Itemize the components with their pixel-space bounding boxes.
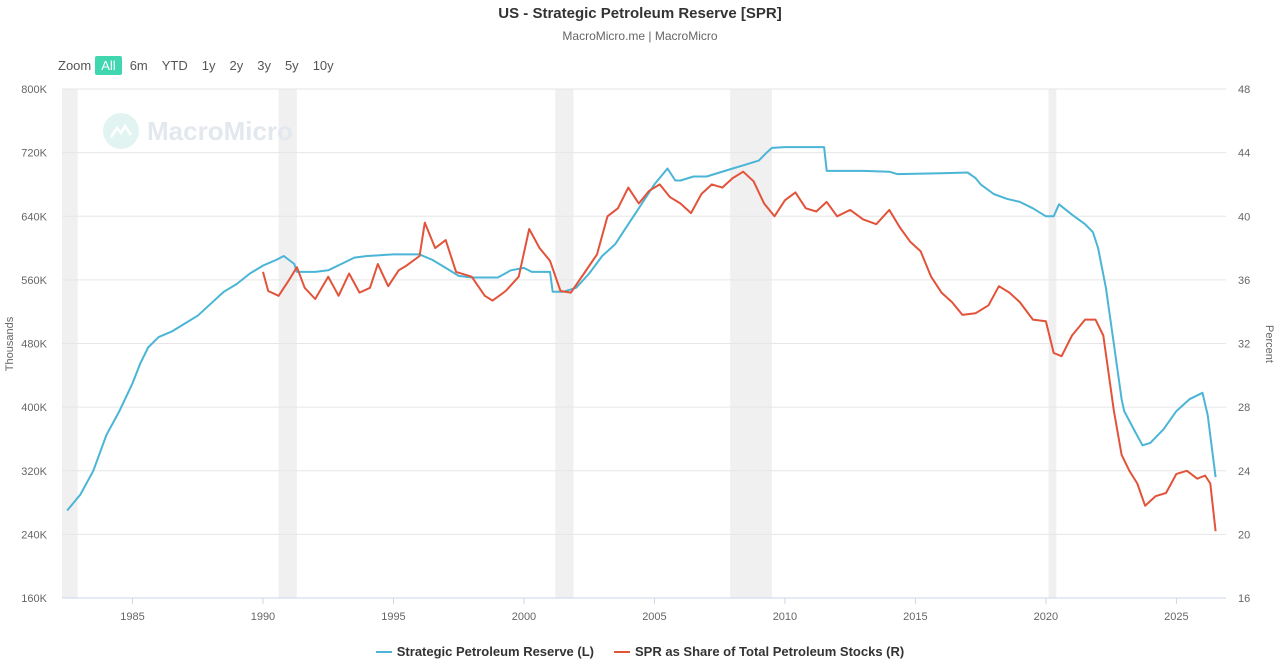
left-tick-label: 720K (21, 148, 47, 160)
x-tick-label: 2015 (903, 611, 927, 623)
left-tick-label: 320K (21, 466, 47, 478)
zoom-3y-button[interactable]: 3y (257, 58, 271, 73)
left-tick-label: 640K (21, 211, 47, 223)
zoom-1y-button[interactable]: 1y (201, 58, 216, 73)
series-line-spr (66, 146, 1217, 512)
zoom-bar: Zoom All 6m YTD 1y 2y 3y 5y 10y (58, 56, 342, 75)
right-tick-label: 20 (1238, 529, 1250, 541)
left-tick-label: 240K (21, 529, 47, 541)
left-tick-label: 480K (21, 339, 47, 351)
x-tick-label: 2010 (773, 611, 797, 623)
legend-swatch-spr (375, 650, 392, 653)
zoom-all-button[interactable]: All (95, 56, 122, 75)
x-tick-label: 1995 (381, 611, 405, 623)
legend-item-spr[interactable]: Strategic Petroleum Reserve (L) (375, 644, 594, 659)
left-tick-label: 800K (21, 84, 47, 96)
macromicro-logo-icon (103, 113, 139, 149)
right-axis-title: Percent (1263, 325, 1275, 363)
right-tick-label: 16 (1238, 593, 1250, 605)
right-tick-label: 40 (1238, 211, 1250, 223)
legend-item-share[interactable]: SPR as Share of Total Petroleum Stocks (… (614, 644, 904, 659)
right-tick-label: 48 (1238, 84, 1250, 96)
series-line-share (262, 170, 1217, 532)
zoom-10y-button[interactable]: 10y (312, 58, 334, 73)
right-tick-label: 32 (1238, 339, 1250, 351)
x-tick-label: 1985 (120, 611, 144, 623)
chart-subtitle: MacroMicro.me | MacroMicro (562, 29, 718, 43)
legend-label-spr: Strategic Petroleum Reserve (L) (396, 644, 594, 659)
zoom-5y-button[interactable]: 5y (284, 58, 299, 73)
left-axis-title: Thousands (4, 316, 16, 371)
x-tick-label: 1990 (251, 611, 275, 623)
x-tick-label: 2020 (1034, 611, 1058, 623)
right-tick-label: 36 (1238, 275, 1250, 287)
left-tick-label: 560K (21, 275, 47, 287)
chart-title: US - Strategic Petroleum Reserve [SPR] (498, 5, 782, 22)
right-tick-label: 44 (1238, 148, 1250, 160)
zoom-2y-button[interactable]: 2y (229, 58, 244, 73)
zoom-label: Zoom (58, 58, 92, 73)
x-tick-label: 2025 (1164, 611, 1188, 623)
left-tick-label: 160K (21, 593, 47, 605)
x-tick-label: 2005 (642, 611, 666, 623)
zoom-ytd-button[interactable]: YTD (161, 58, 188, 73)
legend-label-share: SPR as Share of Total Petroleum Stocks (… (635, 644, 905, 659)
zoom-6m-button[interactable]: 6m (129, 58, 148, 73)
x-tick-label: 2000 (512, 611, 536, 623)
left-tick-label: 400K (21, 402, 47, 414)
right-tick-label: 28 (1238, 402, 1250, 414)
watermark: MacroMicro (103, 113, 293, 149)
legend-swatch-share (614, 650, 630, 653)
legend: Strategic Petroleum Reserve (L) SPR as S… (0, 644, 1280, 659)
watermark-text: MacroMicro (147, 115, 293, 146)
right-tick-label: 24 (1238, 466, 1250, 478)
